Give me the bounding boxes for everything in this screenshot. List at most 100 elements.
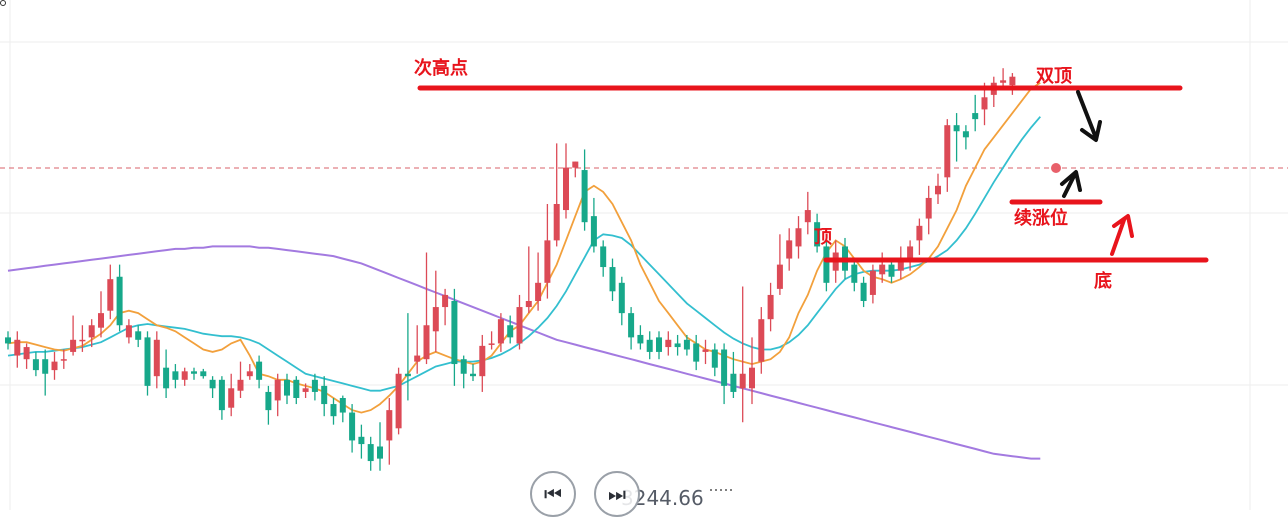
candle	[88, 319, 95, 348]
candle	[302, 383, 309, 398]
candle-body	[191, 371, 197, 374]
candle	[749, 337, 755, 405]
candle	[962, 125, 969, 150]
candle-body	[51, 361, 58, 371]
candle-body	[618, 282, 625, 314]
candle	[525, 246, 532, 314]
candle-body	[125, 325, 132, 338]
candle-body	[377, 446, 383, 459]
candle-body	[218, 379, 225, 411]
candle-body	[888, 264, 895, 277]
candle-body	[637, 334, 644, 344]
candle	[590, 197, 597, 253]
candle	[646, 331, 653, 360]
candle	[823, 237, 830, 292]
prev-button[interactable]: ⏮	[530, 471, 576, 517]
candle-body	[414, 355, 421, 362]
skip-back-icon: ⏮	[544, 482, 562, 506]
candle	[5, 331, 11, 350]
candle	[228, 373, 235, 417]
candle-body	[981, 97, 988, 110]
candle-body	[200, 371, 207, 377]
candle-body	[553, 204, 560, 241]
candle-body	[404, 373, 411, 377]
candle-body	[386, 410, 393, 441]
candle-body	[776, 264, 783, 289]
candle	[739, 286, 746, 423]
candle	[1000, 68, 1007, 89]
candle	[563, 143, 569, 219]
candle	[470, 364, 476, 382]
next-button[interactable]: ⏭	[594, 471, 640, 517]
candle-body	[535, 282, 542, 301]
candle-body	[749, 367, 755, 389]
candle-body	[423, 325, 430, 360]
candle	[116, 264, 123, 332]
candle	[293, 376, 300, 405]
candle	[944, 119, 951, 192]
candle	[349, 404, 356, 453]
candles	[5, 68, 1016, 471]
candle-body	[628, 313, 635, 338]
candle-body	[683, 339, 690, 350]
candle	[98, 291, 104, 338]
candle	[200, 368, 207, 379]
candle-body	[925, 197, 932, 219]
candle-body	[237, 379, 244, 391]
candle-body	[702, 349, 709, 352]
candle	[665, 331, 672, 356]
candle-body	[60, 359, 67, 361]
candle	[683, 334, 690, 356]
candle	[460, 355, 467, 389]
candle	[70, 315, 77, 356]
candle-body	[879, 264, 886, 275]
candle-body	[42, 359, 49, 374]
candle	[284, 373, 290, 405]
candle-body	[739, 373, 746, 389]
candle-body	[507, 325, 514, 338]
candle-body	[869, 270, 876, 295]
candle	[888, 258, 895, 283]
candle	[181, 367, 188, 386]
candle-body	[311, 379, 318, 392]
candle-body	[544, 240, 551, 283]
candle-body	[711, 349, 718, 368]
candle	[795, 216, 802, 259]
candle	[581, 149, 588, 231]
candle	[711, 343, 718, 377]
candle	[479, 334, 486, 392]
candle-body	[442, 294, 449, 308]
candle-body	[1009, 76, 1016, 86]
candle	[702, 339, 709, 365]
candle	[246, 364, 253, 380]
candle-body	[590, 216, 597, 247]
candle	[395, 367, 402, 435]
candle-body	[460, 359, 467, 374]
candle-body	[935, 185, 941, 195]
candle	[172, 364, 179, 389]
candle	[990, 76, 997, 107]
candle-body	[609, 267, 616, 292]
candle	[693, 334, 700, 371]
candle-body	[1000, 80, 1007, 83]
candle	[218, 376, 225, 420]
candle	[209, 376, 216, 398]
candle-body	[172, 371, 179, 380]
candle	[135, 325, 142, 348]
candle-body	[274, 379, 281, 401]
candle-body	[98, 313, 104, 328]
candle-body	[674, 343, 681, 348]
candle	[516, 294, 523, 350]
candle-body	[14, 339, 21, 356]
candle	[637, 325, 644, 350]
candle-body	[479, 345, 486, 377]
candle	[51, 351, 58, 380]
candle-body	[646, 339, 653, 352]
candle	[432, 270, 439, 352]
candle	[404, 313, 411, 401]
candle-body	[181, 371, 188, 380]
candle-body	[767, 294, 774, 320]
candle	[265, 385, 272, 425]
